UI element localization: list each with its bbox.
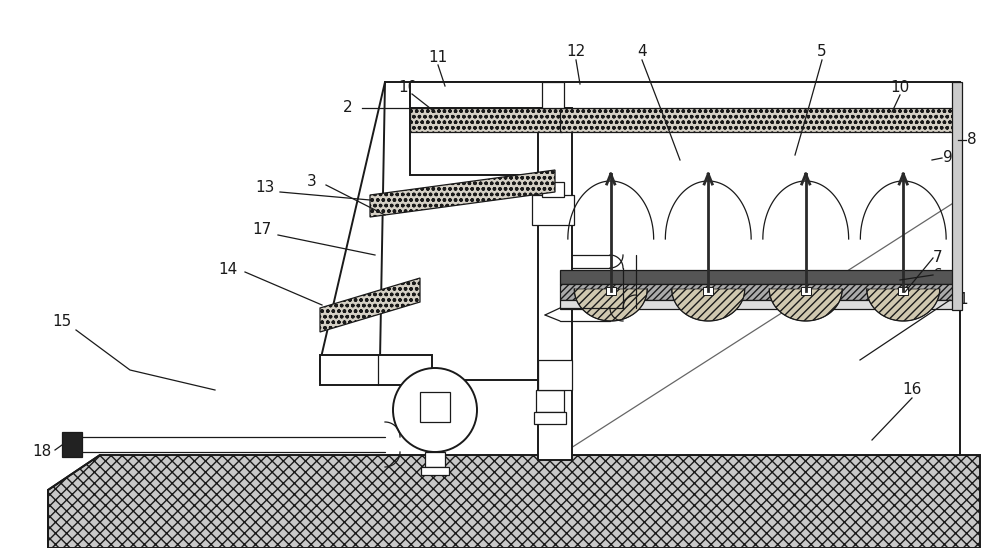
- Bar: [320, 355, 432, 385]
- Bar: [560, 270, 960, 284]
- Bar: [560, 300, 960, 309]
- Polygon shape: [370, 170, 555, 217]
- Text: 16: 16: [902, 383, 922, 397]
- Polygon shape: [867, 289, 940, 321]
- Polygon shape: [672, 289, 745, 321]
- Bar: [606, 287, 616, 295]
- Text: 3: 3: [307, 174, 317, 190]
- Text: 7: 7: [933, 250, 943, 265]
- Polygon shape: [320, 82, 560, 380]
- Bar: [560, 82, 960, 455]
- Bar: [560, 108, 960, 132]
- Bar: [898, 287, 908, 295]
- Bar: [421, 467, 449, 475]
- Bar: [536, 390, 564, 412]
- Polygon shape: [320, 278, 420, 332]
- Bar: [410, 108, 562, 132]
- Bar: [542, 182, 564, 197]
- Text: 17: 17: [252, 222, 272, 237]
- Text: 6: 6: [933, 267, 943, 283]
- Bar: [703, 287, 713, 295]
- Text: 8: 8: [967, 133, 977, 147]
- Bar: [410, 82, 562, 108]
- Circle shape: [393, 368, 477, 452]
- Bar: [425, 452, 445, 467]
- Text: 5: 5: [817, 44, 827, 60]
- Bar: [542, 82, 564, 108]
- Text: 10: 10: [398, 81, 418, 95]
- Bar: [538, 108, 572, 460]
- Text: 14: 14: [218, 262, 238, 277]
- Text: 4: 4: [637, 44, 647, 60]
- Bar: [801, 287, 811, 295]
- Polygon shape: [574, 289, 647, 321]
- Text: 11: 11: [428, 49, 448, 65]
- Text: 13: 13: [255, 180, 275, 196]
- Bar: [410, 82, 562, 175]
- Text: 2: 2: [343, 100, 353, 116]
- Text: 1: 1: [958, 293, 968, 307]
- Text: 9: 9: [943, 151, 953, 165]
- Text: 15: 15: [52, 315, 72, 329]
- Bar: [62, 432, 82, 457]
- Text: 18: 18: [32, 444, 52, 460]
- Bar: [534, 412, 566, 424]
- Bar: [420, 392, 450, 422]
- Text: 12: 12: [566, 44, 586, 60]
- Polygon shape: [48, 455, 980, 548]
- Bar: [560, 284, 960, 300]
- Bar: [538, 360, 572, 390]
- Text: 10: 10: [890, 81, 910, 95]
- Bar: [952, 82, 962, 310]
- Bar: [532, 195, 574, 225]
- Polygon shape: [769, 289, 842, 321]
